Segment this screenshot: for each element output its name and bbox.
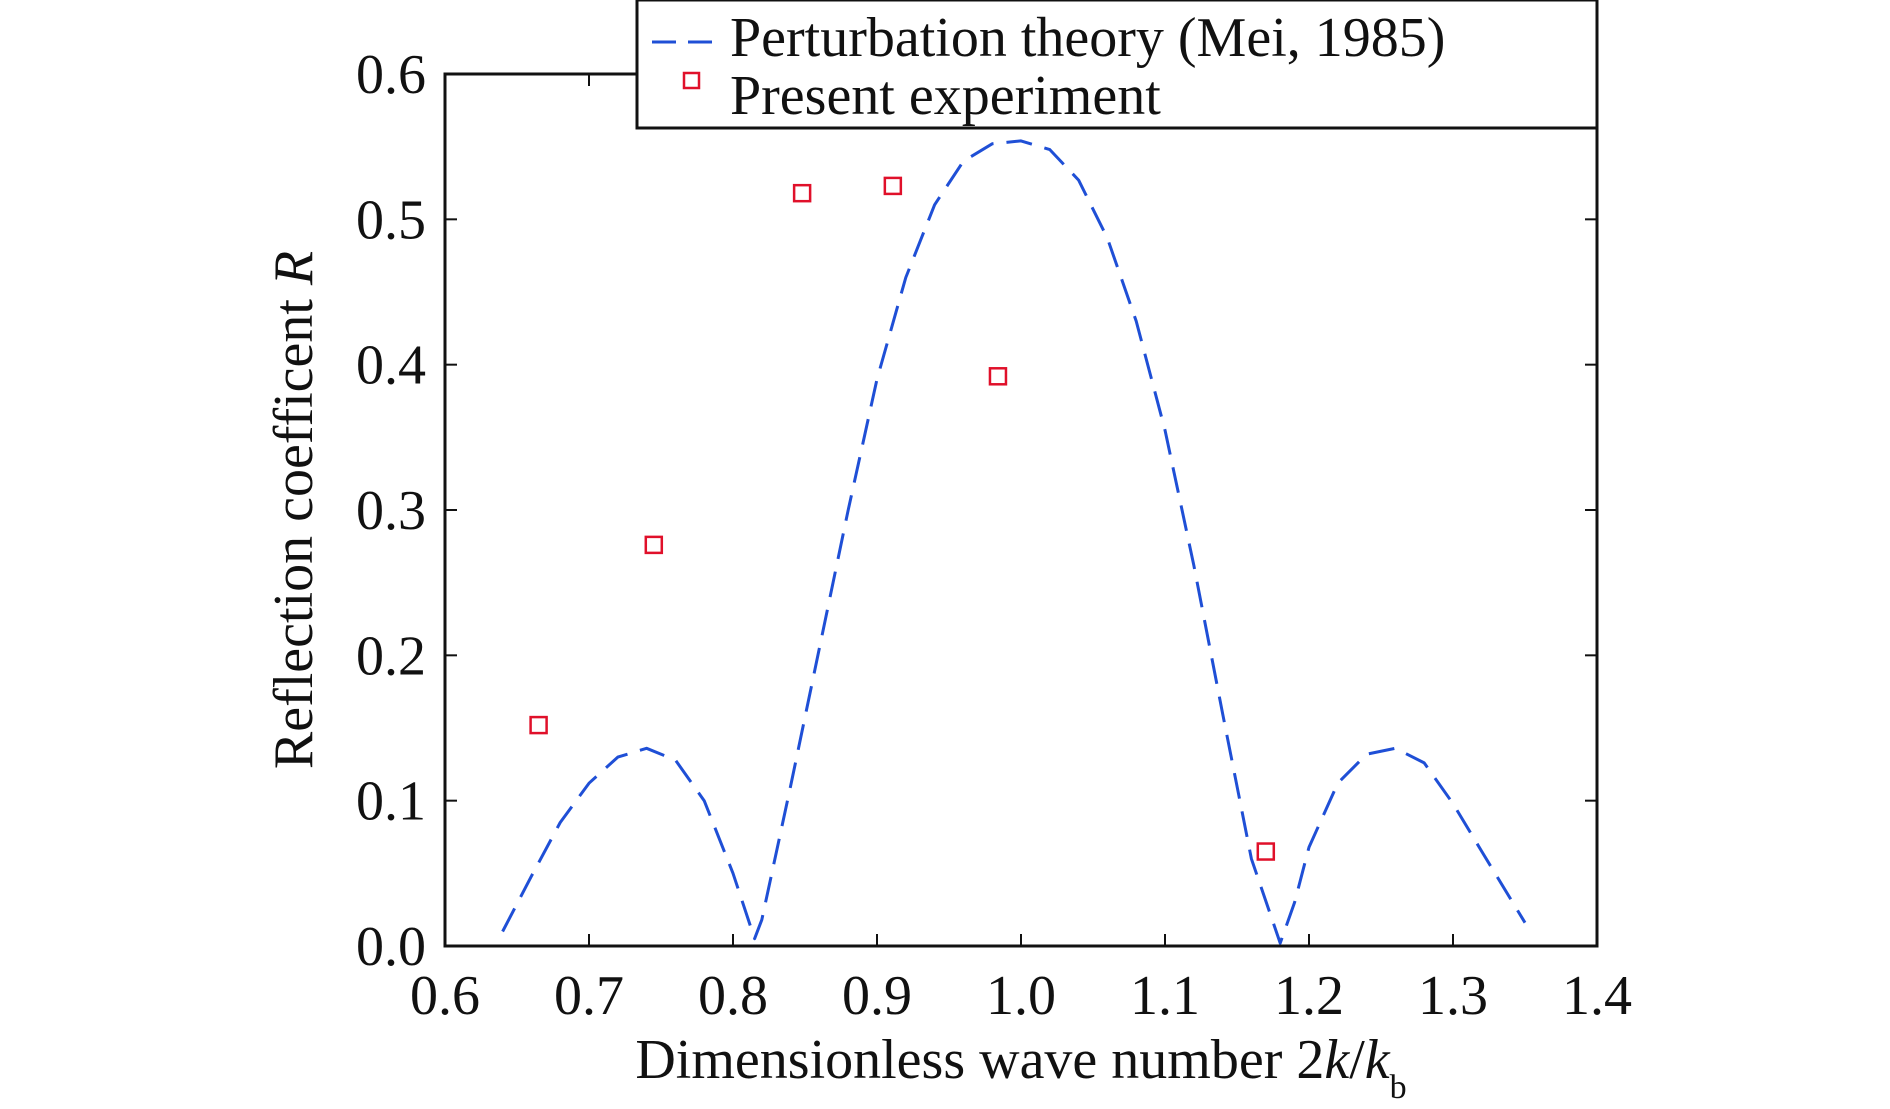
series-layer — [501, 139, 1527, 945]
x-tick-label: 1.1 — [1130, 965, 1200, 1027]
y-tick-label: 0.3 — [356, 480, 426, 542]
y-tick-label: 0.2 — [356, 625, 426, 687]
legend-box — [635, 0, 1599, 130]
x-tick-label: 0.7 — [554, 965, 624, 1027]
y-tick-label: 0.4 — [356, 335, 426, 397]
legend-entry-experiment: Present experiment — [730, 65, 1161, 127]
legend-square-swatch — [682, 71, 701, 90]
x-tick-label: 1.3 — [1418, 965, 1488, 1027]
x-tick-label: 1.0 — [986, 965, 1056, 1027]
y-tick-label: 0.0 — [356, 916, 426, 978]
experiment-point — [1256, 842, 1276, 861]
experiment-point — [529, 715, 548, 735]
x-axis-label: Dimensionless wave number 2k/kb — [635, 1029, 1406, 1106]
experiment-point — [644, 535, 664, 555]
legend-entry-theory: Perturbation theory (Mei, 1985) — [730, 7, 1445, 69]
x-tick-label: 0.8 — [698, 965, 768, 1027]
experiment-point — [988, 367, 1008, 386]
experiment-point — [792, 183, 812, 203]
y-axis-label: Reflection coefficent R — [263, 251, 325, 769]
y-tick-labels: 0.0 0.1 0.2 0.3 0.4 0.5 0.6 — [356, 44, 426, 978]
theory-curve — [501, 139, 1527, 945]
plot-frame — [443, 72, 1599, 948]
legend: Perturbation theory (Mei, 1985) Present … — [635, 0, 1599, 130]
experiment-point — [883, 176, 903, 196]
x-tick-label: 0.6 — [410, 965, 480, 1027]
axis-ticks — [444, 73, 1598, 947]
y-tick-label: 0.5 — [356, 189, 426, 251]
y-tick-label: 0.6 — [356, 44, 426, 106]
y-tick-label: 0.1 — [356, 771, 426, 833]
x-tick-labels: 0.6 0.7 0.8 0.9 1.0 1.1 1.2 1.3 1.4 — [410, 965, 1632, 1027]
x-tick-label: 1.2 — [1274, 965, 1344, 1027]
x-tick-label: 0.9 — [842, 965, 912, 1027]
x-tick-label: 1.4 — [1562, 965, 1632, 1027]
